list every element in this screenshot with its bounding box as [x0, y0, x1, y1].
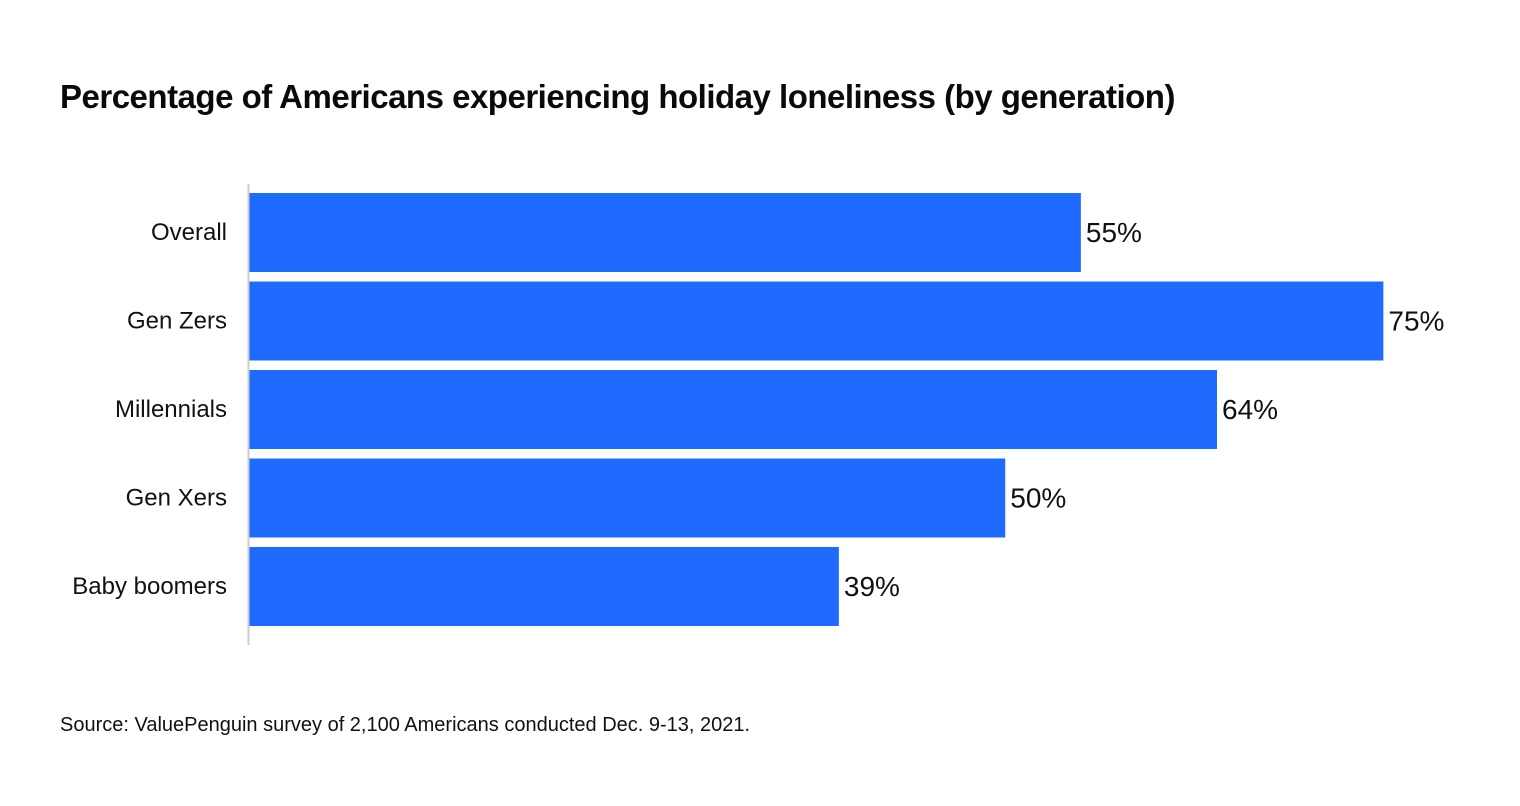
- value-label: 39%: [844, 571, 900, 602]
- category-label: Gen Zers: [127, 308, 227, 335]
- source-note: Source: ValuePenguin survey of 2,100 Ame…: [60, 714, 751, 736]
- chart-title: Percentage of Americans experiencing hol…: [60, 78, 1175, 115]
- value-label: 64%: [1222, 394, 1278, 425]
- bar-gen-zers: [249, 281, 1384, 361]
- value-label: 50%: [1010, 483, 1066, 514]
- category-label: Millennials: [115, 396, 227, 423]
- bars-layer: Overall 55% Gen Zers 75% Millennials 64% Gen X…: [72, 193, 1444, 626]
- value-label: 55%: [1086, 217, 1142, 248]
- bar-gen-xers: [249, 458, 1006, 538]
- category-label: Gen Xers: [126, 485, 227, 512]
- category-label: Baby boomers: [72, 573, 227, 600]
- bar-overall: [249, 193, 1081, 272]
- bar-millennials: [249, 370, 1217, 449]
- bar-baby-boomers: [249, 547, 839, 626]
- category-label: Overall: [151, 219, 227, 246]
- value-label: 75%: [1388, 306, 1444, 337]
